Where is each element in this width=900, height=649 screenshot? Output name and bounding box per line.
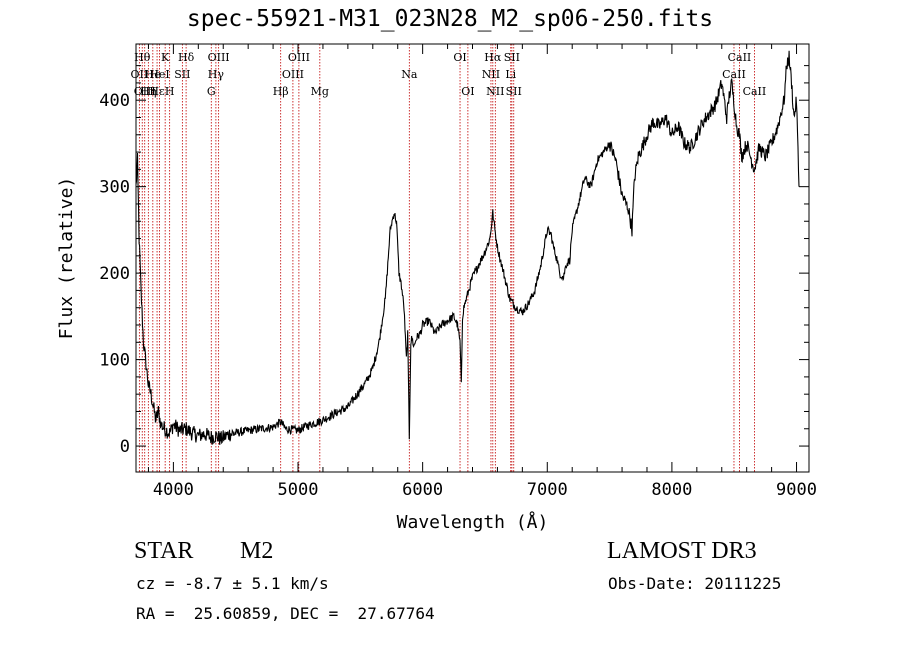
y-tick-label-2: 200 bbox=[99, 264, 130, 284]
x-tick-label-4: 8000 bbox=[651, 480, 692, 500]
coordinates-text: RA = 25.60859, DEC = 27.67764 bbox=[136, 604, 435, 623]
y-tick-label-3: 300 bbox=[99, 178, 130, 198]
x-tick-label-1: 5000 bbox=[278, 480, 319, 500]
chart-title: spec-55921-M31_023N28_M2_sp06-250.fits bbox=[186, 6, 714, 32]
x-tick-label-0: 4000 bbox=[153, 480, 194, 500]
line-label-28: CaII bbox=[728, 51, 752, 64]
line-label-8: H bbox=[165, 85, 175, 98]
x-tick-label-3: 7000 bbox=[527, 480, 568, 500]
y-axis-ticks: 0 100 200 300 400 bbox=[99, 65, 809, 457]
line-label-24: Li bbox=[505, 68, 516, 81]
survey-label: LAMOST DR3 bbox=[607, 538, 757, 564]
line-label-3: Hη bbox=[140, 85, 156, 98]
y-axis-label: Flux (relative) bbox=[56, 177, 77, 340]
line-label-14: Hβ bbox=[273, 85, 289, 98]
plot-frame bbox=[135, 43, 810, 473]
line-label-13: OIII bbox=[208, 51, 230, 64]
line-label-26: SII bbox=[506, 85, 522, 98]
y-tick-label-0: 0 bbox=[120, 437, 130, 457]
line-label-23: NII bbox=[486, 85, 504, 98]
line-label-1: Hθ bbox=[134, 51, 151, 64]
obs-date-text: Obs-Date: 20111225 bbox=[608, 574, 782, 593]
x-axis-ticks: 4000 5000 6000 7000 8000 9000 bbox=[147, 44, 817, 500]
y-tick-label-1: 100 bbox=[99, 351, 130, 371]
line-label-5: Hε bbox=[149, 85, 165, 98]
line-label-21: NII bbox=[482, 68, 500, 81]
spectral-line-markers bbox=[138, 44, 755, 472]
x-tick-label-5: 9000 bbox=[776, 480, 817, 500]
line-label-4: He bbox=[145, 68, 161, 81]
line-label-20: OI bbox=[461, 85, 474, 98]
line-label-6: HeI bbox=[149, 68, 169, 81]
class-label: STAR bbox=[134, 538, 194, 564]
y-tick-label-4: 400 bbox=[99, 91, 130, 111]
line-label-7: K bbox=[161, 51, 170, 64]
line-label-16: OIII bbox=[288, 51, 310, 64]
line-label-10: Hδ bbox=[178, 51, 195, 64]
x-tick-label-2: 6000 bbox=[402, 480, 443, 500]
subclass-label: M2 bbox=[240, 538, 274, 564]
x-axis-label: Wavelength (Å) bbox=[397, 511, 549, 533]
spectrum-series-line bbox=[135, 50, 800, 445]
line-label-17: Mg bbox=[311, 85, 329, 98]
redshift-text: cz = -8.7 ± 5.1 km/s bbox=[136, 574, 329, 593]
line-label-0: OII bbox=[131, 68, 149, 81]
line-label-19: OI bbox=[453, 51, 466, 64]
spectral-line-labels: OIIHθOIIIHηHeHεHeIKHSIIHδGHγOIIIHβOIIIOI… bbox=[131, 51, 767, 98]
line-label-12: Hγ bbox=[208, 68, 225, 81]
line-label-25: SII bbox=[504, 51, 520, 64]
line-label-11: G bbox=[207, 85, 216, 98]
line-label-27: CaII bbox=[722, 68, 746, 81]
line-label-29: CaII bbox=[743, 85, 767, 98]
line-label-22: Hα bbox=[484, 51, 502, 64]
line-label-2: OIII bbox=[134, 85, 156, 98]
line-label-18: Na bbox=[401, 68, 418, 81]
line-label-15: OIII bbox=[282, 68, 304, 81]
line-label-9: SII bbox=[174, 68, 190, 81]
